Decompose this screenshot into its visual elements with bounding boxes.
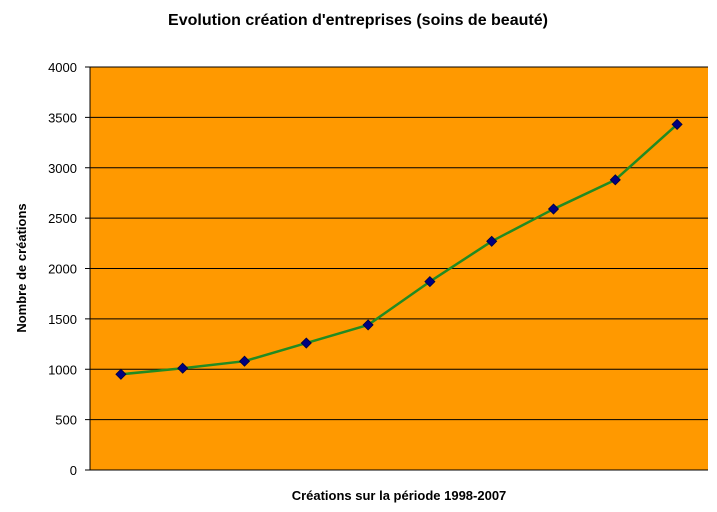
- data-point-marker: [609, 174, 621, 186]
- y-tick-label: 2000: [48, 262, 77, 277]
- data-point-marker: [177, 362, 189, 374]
- y-tick-label: 1000: [48, 362, 77, 377]
- data-point-marker: [362, 319, 374, 331]
- x-axis-label: Créations sur la période 1998-2007: [292, 488, 507, 503]
- data-point-marker: [115, 368, 127, 380]
- data-point-marker: [238, 355, 251, 367]
- data-point-marker: [424, 276, 436, 288]
- y-tick-label: 2500: [48, 211, 77, 226]
- y-tick-label: 4000: [48, 60, 77, 75]
- gridlines: [90, 66, 708, 421]
- y-tick-label: 500: [55, 413, 77, 428]
- y-tick-label: 3500: [48, 110, 77, 125]
- data-point-marker: [300, 337, 312, 349]
- axes: [85, 66, 708, 471]
- chart-title: Evolution création d'entreprises (soins …: [168, 12, 548, 29]
- data-point-marker: [486, 235, 498, 247]
- y-tick-label: 3000: [48, 161, 77, 176]
- data-point-marker: [671, 118, 683, 130]
- series-layer: [115, 118, 683, 380]
- y-tick-label: 0: [70, 463, 77, 478]
- y-tick-label: 1500: [48, 312, 77, 327]
- y-axis-tick-labels: 0 500 1000 1500 2000 2500 3000 3500 4000: [48, 60, 77, 478]
- data-point-marker: [547, 203, 560, 215]
- series-line: [120, 123, 678, 376]
- y-axis-label: Nombre de créations: [14, 203, 29, 332]
